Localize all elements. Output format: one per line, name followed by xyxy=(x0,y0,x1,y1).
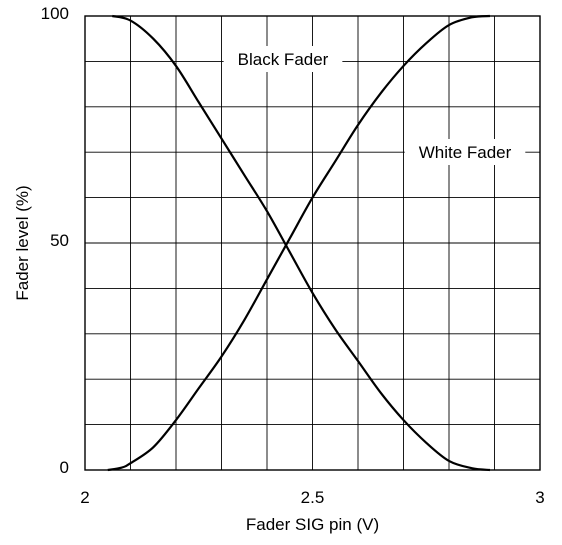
plot-frame xyxy=(84,15,541,471)
y-tick-label: 0 xyxy=(60,458,69,477)
series-lines xyxy=(107,14,491,472)
y-tick-labels: 0 50 100 xyxy=(41,4,69,477)
y-tick-label: 100 xyxy=(41,4,69,23)
black-fader-label: Black Fader xyxy=(238,50,329,69)
x-tick-labels: 2 2.5 3 xyxy=(80,488,544,507)
white-fader-label-group: White Fader xyxy=(404,139,526,165)
y-axis-label: Fader level (%) xyxy=(13,185,32,300)
white-fader-label: White Fader xyxy=(419,143,512,162)
white-fader-line xyxy=(107,14,491,472)
x-tick-label: 3 xyxy=(535,488,544,507)
x-axis-label: Fader SIG pin (V) xyxy=(246,515,379,534)
grid xyxy=(85,16,540,470)
y-tick-label: 50 xyxy=(50,231,69,250)
x-tick-label: 2.5 xyxy=(301,488,325,507)
x-tick-label: 2 xyxy=(80,488,89,507)
black-fader-line xyxy=(112,14,491,472)
black-fader-label-group: Black Fader xyxy=(223,46,343,72)
